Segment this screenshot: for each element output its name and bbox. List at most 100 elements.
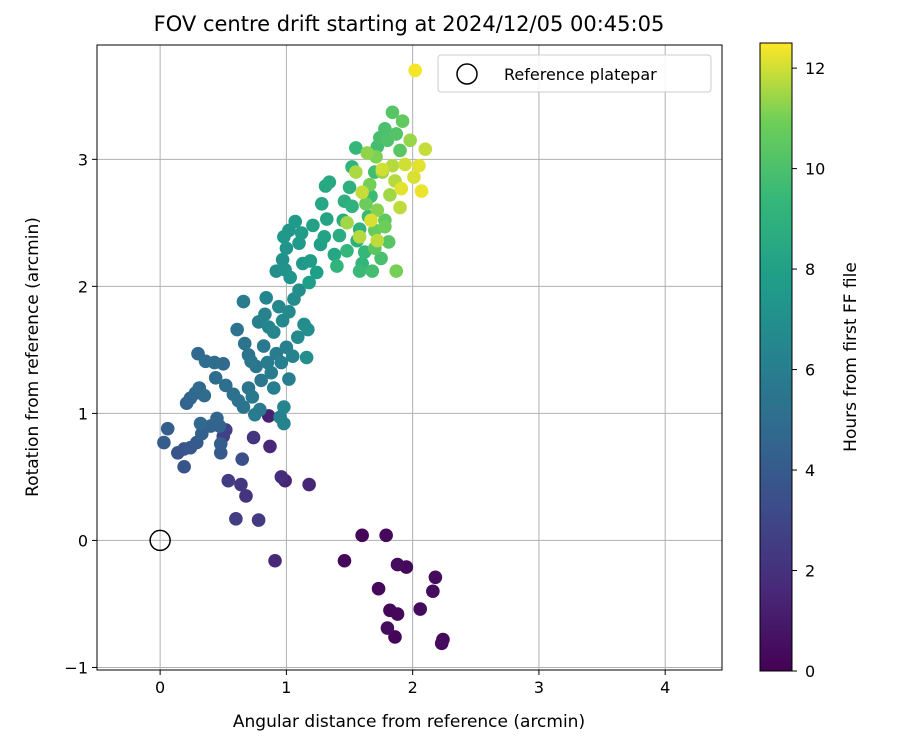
colorbar-tick-label: 4 [805, 461, 815, 480]
data-point [390, 607, 405, 621]
data-point [277, 400, 291, 414]
data-point [294, 226, 309, 240]
data-point [407, 170, 421, 184]
data-point [370, 203, 385, 217]
data-point [345, 199, 359, 214]
data-point [413, 602, 428, 616]
data-point [418, 142, 433, 156]
data-point [266, 381, 281, 395]
colorbar-label: Hours from first FF file [841, 262, 861, 452]
data-point [302, 477, 316, 492]
colorbar-tick-label: 6 [805, 361, 815, 380]
data-point [299, 350, 314, 365]
data-point [389, 264, 404, 278]
data-point [383, 188, 397, 202]
data-point [428, 570, 443, 585]
data-point [398, 157, 412, 172]
data-point [268, 553, 282, 568]
data-point [246, 430, 261, 445]
x-axis-label: Angular distance from reference (arcmin) [233, 712, 585, 732]
data-point [194, 426, 209, 441]
data-point [340, 243, 354, 258]
data-point [388, 630, 402, 644]
x-tick-label: 1 [281, 678, 291, 697]
data-point [349, 141, 363, 155]
data-point [342, 180, 357, 195]
data-point [395, 114, 410, 129]
data-point [160, 421, 175, 436]
data-points [157, 63, 450, 651]
data-point [371, 581, 386, 596]
data-point [274, 470, 289, 484]
y-tick-label: 0 [78, 531, 88, 550]
data-point [263, 439, 277, 454]
data-point [385, 105, 400, 120]
x-tick-label: 2 [408, 678, 418, 697]
data-point [414, 184, 429, 198]
y-tick-label: −1 [64, 658, 88, 677]
data-point [426, 584, 440, 599]
x-axis-ticks: 0 1 2 3 4 [155, 670, 670, 697]
legend-marker-icon [456, 63, 478, 85]
data-point [290, 330, 305, 344]
data-point [277, 416, 291, 431]
data-point [322, 175, 337, 189]
data-point [213, 437, 228, 451]
y-tick-label: 1 [78, 404, 88, 423]
data-point [359, 196, 373, 211]
data-point [275, 252, 290, 267]
data-point [230, 322, 244, 337]
legend-box [437, 54, 712, 93]
data-point [306, 218, 320, 233]
data-point [285, 349, 300, 364]
legend-label-reference: Reference platepar [504, 65, 657, 84]
data-point [378, 122, 392, 136]
data-point [381, 235, 396, 249]
data-point [332, 228, 347, 243]
data-point [244, 354, 258, 369]
data-point [340, 216, 354, 230]
data-point [264, 365, 279, 380]
data-point [303, 254, 318, 268]
data-point [193, 416, 208, 431]
data-point [274, 355, 289, 370]
data-point [327, 247, 342, 262]
reference-platepar-point [149, 529, 171, 552]
colorbar-tick-label: 0 [805, 662, 815, 681]
data-point [218, 378, 233, 393]
data-point [393, 200, 407, 215]
y-tick-label: 2 [78, 277, 88, 296]
data-point [403, 133, 417, 148]
data-point [360, 146, 375, 160]
data-point [394, 181, 409, 196]
data-point [210, 411, 224, 426]
y-axis-label: Rotation from reference (arcmin) [23, 217, 43, 497]
data-point [378, 219, 392, 234]
data-point [389, 127, 404, 141]
x-tick-label: 3 [534, 678, 544, 697]
colorbar-tick-label: 8 [805, 260, 815, 279]
data-point [236, 294, 251, 309]
data-point [177, 459, 191, 474]
data-point [237, 336, 252, 351]
colorbar-tick-label: 2 [805, 562, 815, 581]
data-point [279, 241, 294, 256]
data-point [259, 290, 273, 305]
data-point [317, 230, 332, 244]
x-tick-label: 0 [155, 678, 165, 697]
data-point [229, 512, 243, 526]
colorbar-tick-label: 10 [805, 160, 825, 179]
data-point [309, 265, 324, 280]
reference-marker [149, 529, 171, 552]
data-point [370, 233, 385, 248]
data-point [157, 435, 171, 450]
data-point [234, 477, 248, 492]
grid-lines [97, 45, 722, 670]
data-point [256, 339, 271, 353]
data-point [434, 636, 449, 651]
data-point [380, 621, 395, 635]
data-point [283, 270, 297, 285]
data-point [282, 304, 296, 319]
data-point [365, 264, 380, 278]
